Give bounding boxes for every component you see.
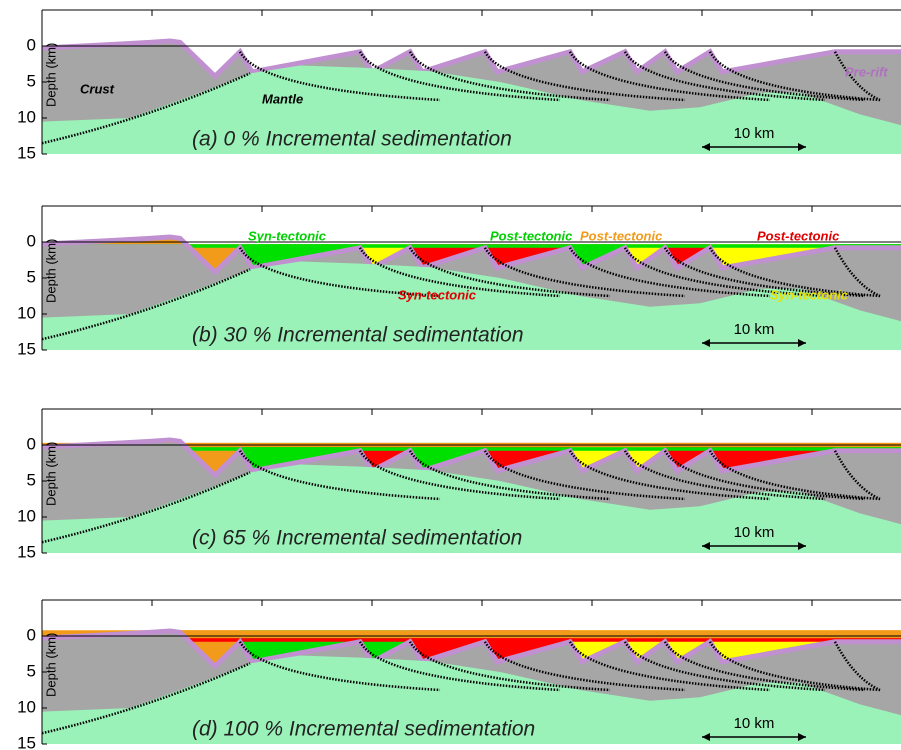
y-tick-label: 0 <box>27 231 36 250</box>
y-tick-label: 10 <box>17 506 36 525</box>
panel-title: (a) 0 % Incremental sedimentation <box>192 128 512 151</box>
cover <box>42 154 901 162</box>
scale-label: 10 km <box>734 715 775 732</box>
panel: 0 5 10 15 Depth (km) (c) 65 % Incremental sed… <box>17 409 901 561</box>
y-tick-label: 10 <box>17 697 36 716</box>
y-tick-label: 0 <box>27 35 36 54</box>
panel-title: (d) 100 % Incremental sedimentation <box>192 718 535 741</box>
annotation: Crust <box>80 81 115 96</box>
scale-label: 10 km <box>734 524 775 541</box>
depth-label: Depth (km) <box>43 442 58 506</box>
y-tick-label: 15 <box>17 143 36 162</box>
y-tick-label: 0 <box>27 625 36 644</box>
annotation: Post-tectonic <box>757 228 840 243</box>
annotation: Syn-tectonic <box>248 228 327 243</box>
panel: 0 5 10 15 Depth (km) (d) 100 % Incremental se… <box>17 600 901 750</box>
panel: 0 5 10 15 Depth (km) (b) 30 % Incremental sed… <box>17 206 901 358</box>
figure: 0 5 10 15 Depth (km) (a) 0 % Incremental sedi… <box>0 0 901 750</box>
y-tick-label: 15 <box>17 339 36 358</box>
cover <box>42 553 901 561</box>
annotation: Post-tectonic <box>490 228 573 243</box>
y-tick-label: 15 <box>17 542 36 561</box>
panel-title: (c) 65 % Incremental sedimentation <box>192 527 522 550</box>
y-tick-label: 15 <box>17 733 36 750</box>
annotation: Pre-rift <box>845 64 888 79</box>
depth-label: Depth (km) <box>43 239 58 303</box>
y-tick-label: 10 <box>17 303 36 322</box>
annotation: Syn-tectonic <box>398 287 477 302</box>
annotation: Post-tectonic <box>580 228 663 243</box>
depth-label: Depth (km) <box>43 43 58 107</box>
y-tick-label: 5 <box>27 267 36 286</box>
annotation: Syn-tectonic <box>770 287 849 302</box>
y-tick-label: 5 <box>27 71 36 90</box>
annotation: Mantle <box>262 91 303 106</box>
cover <box>42 350 901 358</box>
cover <box>42 744 901 750</box>
y-tick-label: 0 <box>27 434 36 453</box>
panel-title: (b) 30 % Incremental sedimentation <box>192 324 524 347</box>
depth-label: Depth (km) <box>43 633 58 697</box>
scale-label: 10 km <box>734 321 775 338</box>
panel: 0 5 10 15 Depth (km) (a) 0 % Incremental sedi… <box>17 10 901 162</box>
y-tick-label: 10 <box>17 107 36 126</box>
y-tick-label: 5 <box>27 470 36 489</box>
scale-label: 10 km <box>734 125 775 142</box>
y-tick-label: 5 <box>27 661 36 680</box>
